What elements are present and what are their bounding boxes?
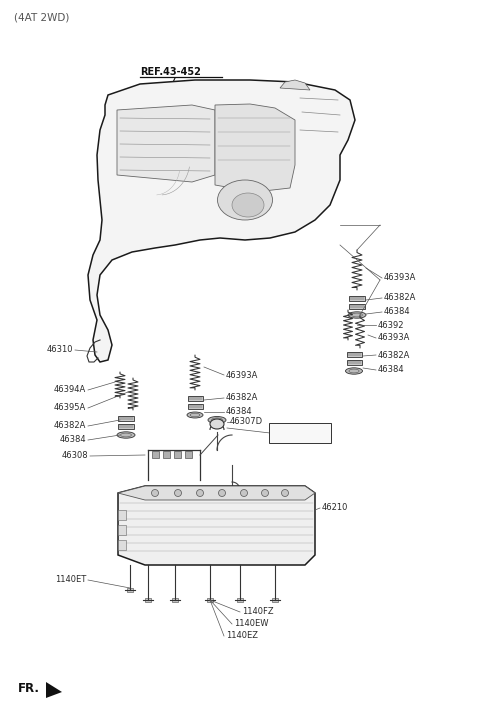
Ellipse shape bbox=[217, 180, 273, 220]
Text: 46382A: 46382A bbox=[378, 351, 410, 359]
Text: 46392: 46392 bbox=[378, 320, 405, 329]
Ellipse shape bbox=[232, 193, 264, 217]
Circle shape bbox=[196, 489, 204, 496]
Bar bbox=[118, 525, 126, 535]
Bar bbox=[272, 598, 278, 602]
Text: 46382A: 46382A bbox=[54, 422, 86, 430]
Bar bbox=[185, 451, 192, 458]
Circle shape bbox=[218, 489, 226, 496]
Text: 46308: 46308 bbox=[61, 452, 88, 461]
Text: 46393A: 46393A bbox=[226, 371, 258, 380]
Bar bbox=[349, 295, 365, 300]
Bar bbox=[237, 598, 243, 602]
Bar bbox=[174, 451, 181, 458]
Bar bbox=[172, 598, 178, 602]
Polygon shape bbox=[88, 80, 355, 362]
Text: 46384: 46384 bbox=[384, 307, 410, 317]
Text: 46384: 46384 bbox=[226, 408, 252, 417]
Circle shape bbox=[152, 489, 158, 496]
Text: (4AT 2WD): (4AT 2WD) bbox=[14, 13, 70, 23]
Bar bbox=[163, 451, 170, 458]
Text: 46384: 46384 bbox=[60, 435, 86, 444]
Bar bbox=[145, 598, 151, 602]
Text: 46393A: 46393A bbox=[378, 334, 410, 342]
Circle shape bbox=[175, 489, 181, 496]
Text: 46307: 46307 bbox=[286, 429, 314, 437]
Polygon shape bbox=[117, 105, 215, 182]
Bar bbox=[349, 303, 365, 309]
Text: FR.: FR. bbox=[18, 682, 40, 694]
Bar bbox=[118, 510, 126, 520]
Text: 1140ET: 1140ET bbox=[55, 576, 86, 584]
Bar bbox=[347, 359, 361, 364]
Ellipse shape bbox=[208, 417, 226, 423]
Text: 46210: 46210 bbox=[322, 503, 348, 513]
Bar bbox=[347, 351, 361, 356]
Polygon shape bbox=[280, 80, 310, 90]
Ellipse shape bbox=[348, 312, 366, 318]
Bar bbox=[152, 451, 159, 458]
Polygon shape bbox=[118, 486, 315, 565]
Bar bbox=[118, 540, 126, 550]
Bar bbox=[118, 423, 134, 429]
Bar bbox=[118, 415, 134, 420]
Bar bbox=[207, 598, 213, 602]
Text: 46395A: 46395A bbox=[54, 403, 86, 413]
Text: 1140EW: 1140EW bbox=[234, 620, 268, 628]
Bar bbox=[188, 403, 203, 408]
FancyBboxPatch shape bbox=[269, 423, 331, 443]
Text: 46310: 46310 bbox=[47, 346, 73, 354]
Circle shape bbox=[281, 489, 288, 496]
Text: 46394A: 46394A bbox=[54, 386, 86, 395]
Ellipse shape bbox=[210, 419, 224, 429]
Text: 46307D: 46307D bbox=[230, 417, 263, 427]
Polygon shape bbox=[118, 486, 315, 500]
Text: 46384: 46384 bbox=[378, 366, 405, 374]
Ellipse shape bbox=[346, 368, 362, 374]
Text: REF.43-452: REF.43-452 bbox=[140, 67, 201, 77]
Ellipse shape bbox=[117, 432, 135, 438]
Circle shape bbox=[240, 489, 248, 496]
Circle shape bbox=[262, 489, 268, 496]
Text: 46382A: 46382A bbox=[226, 393, 258, 403]
Text: 46382A: 46382A bbox=[384, 293, 416, 302]
Polygon shape bbox=[215, 104, 295, 192]
Text: 46393A: 46393A bbox=[384, 273, 416, 283]
Bar bbox=[127, 588, 133, 592]
Text: 1140FZ: 1140FZ bbox=[242, 608, 274, 616]
Text: 1140EZ: 1140EZ bbox=[226, 631, 258, 640]
Bar bbox=[188, 395, 203, 400]
Polygon shape bbox=[46, 682, 62, 698]
Ellipse shape bbox=[187, 412, 203, 418]
